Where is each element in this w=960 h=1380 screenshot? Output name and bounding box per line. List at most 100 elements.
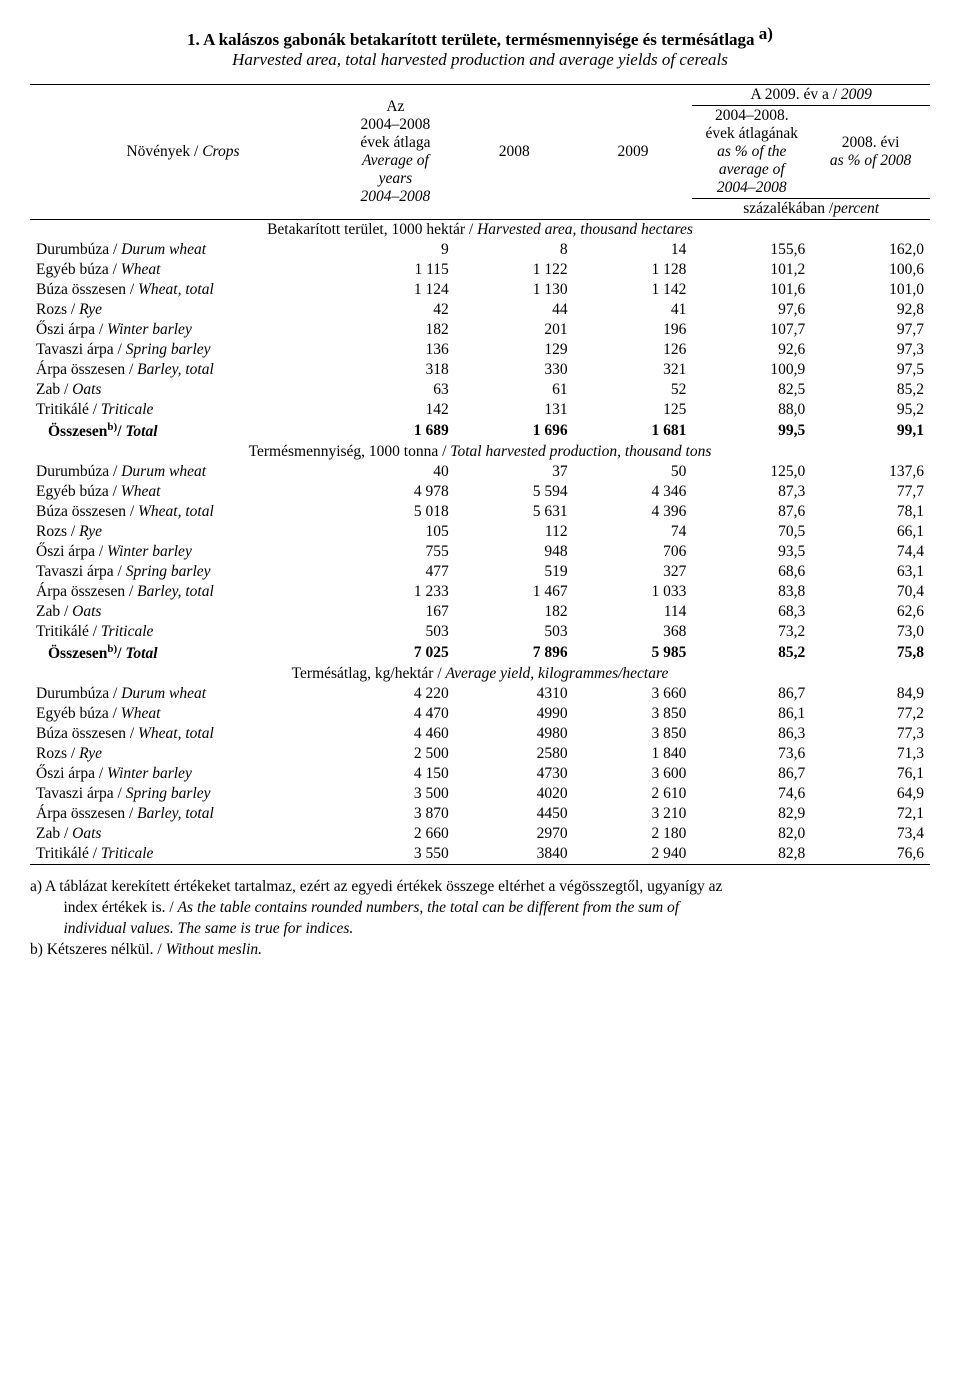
table-row: Tritikálé / Triticale3 55038402 94082,87… (30, 844, 930, 865)
table-row: Búza összesen / Wheat, total5 0185 6314 … (30, 502, 930, 522)
row-value: 503 (336, 622, 455, 642)
row-value: 64,9 (811, 784, 930, 804)
page-title: 1. A kalászos gabonák betakarított terül… (30, 24, 930, 70)
row-value: 4 978 (336, 482, 455, 502)
row-value: 82,5 (692, 380, 811, 400)
row-value: 87,6 (692, 502, 811, 522)
row-value: 201 (455, 320, 574, 340)
row-value: 105 (336, 522, 455, 542)
row-value: 1 033 (574, 582, 693, 602)
row-value: 100,9 (692, 360, 811, 380)
row-value: 42 (336, 300, 455, 320)
row-value: 77,3 (811, 724, 930, 744)
row-value: 4310 (455, 684, 574, 704)
footnotes: a) A táblázat kerekített értékeket tarta… (30, 877, 930, 961)
table-total-row: Összesenb)/ Total1 6891 6961 68199,599,1 (30, 420, 930, 442)
title-sup: a) (759, 24, 773, 43)
table-row: Tritikálé / Triticale14213112588,095,2 (30, 400, 930, 420)
row-value: 1 840 (574, 744, 693, 764)
row-label: Egyéb búza / Wheat (30, 482, 336, 502)
row-value: 3 600 (574, 764, 693, 784)
row-value: 8 (455, 240, 574, 260)
row-value: 72,1 (811, 804, 930, 824)
row-value: 97,5 (811, 360, 930, 380)
row-value: 71,3 (811, 744, 930, 764)
row-value: 125,0 (692, 462, 811, 482)
row-value: 86,7 (692, 764, 811, 784)
row-label: Rozs / Rye (30, 522, 336, 542)
row-label: Durumbúza / Durum wheat (30, 240, 336, 260)
row-value: 92,8 (811, 300, 930, 320)
row-value: 92,6 (692, 340, 811, 360)
total-value: 7 025 (336, 642, 455, 664)
row-value: 83,8 (692, 582, 811, 602)
row-value: 63 (336, 380, 455, 400)
table-row: Zab / Oats16718211468,362,6 (30, 602, 930, 622)
row-value: 52 (574, 380, 693, 400)
row-value: 41 (574, 300, 693, 320)
row-value: 93,5 (692, 542, 811, 562)
row-label: Árpa összesen / Barley, total (30, 360, 336, 380)
table-row: Tavaszi árpa / Spring barley47751932768,… (30, 562, 930, 582)
row-value: 129 (455, 340, 574, 360)
row-value: 1 124 (336, 280, 455, 300)
row-value: 167 (336, 602, 455, 622)
row-value: 4 396 (574, 502, 693, 522)
row-value: 137,6 (811, 462, 930, 482)
row-value: 3 210 (574, 804, 693, 824)
row-value: 62,6 (811, 602, 930, 622)
header-pct-2004-2008: 2004–2008. évek átlagának as % of the av… (692, 106, 811, 199)
row-value: 101,6 (692, 280, 811, 300)
table-row: Búza összesen / Wheat, total4 46049803 8… (30, 724, 930, 744)
title-main: 1. A kalászos gabonák betakarított terül… (187, 30, 755, 49)
row-value: 70,5 (692, 522, 811, 542)
table-row: Árpa összesen / Barley, total31833032110… (30, 360, 930, 380)
row-label: Őszi árpa / Winter barley (30, 542, 336, 562)
row-value: 327 (574, 562, 693, 582)
table-row: Rozs / Rye1051127470,566,1 (30, 522, 930, 542)
row-label: Árpa összesen / Barley, total (30, 582, 336, 602)
header-2009: 2009 (574, 85, 693, 220)
row-value: 4990 (455, 704, 574, 724)
row-value: 63,1 (811, 562, 930, 582)
row-value: 50 (574, 462, 693, 482)
row-value: 706 (574, 542, 693, 562)
row-value: 9 (336, 240, 455, 260)
row-value: 4 346 (574, 482, 693, 502)
row-value: 126 (574, 340, 693, 360)
row-value: 368 (574, 622, 693, 642)
row-value: 97,7 (811, 320, 930, 340)
row-value: 1 233 (336, 582, 455, 602)
row-value: 85,2 (811, 380, 930, 400)
row-value: 182 (455, 602, 574, 622)
header-pct-footer: százalékában /percent (692, 199, 930, 220)
row-value: 4450 (455, 804, 574, 824)
table-row: Durumbúza / Durum wheat4 22043103 66086,… (30, 684, 930, 704)
row-value: 136 (336, 340, 455, 360)
row-value: 100,6 (811, 260, 930, 280)
row-value: 86,3 (692, 724, 811, 744)
section-title: Termésmennyiség, 1000 tonna / Total harv… (30, 442, 930, 462)
footnote-a: a) A táblázat kerekített értékeket tarta… (30, 877, 930, 940)
row-value: 330 (455, 360, 574, 380)
table-row: Rozs / Rye42444197,692,8 (30, 300, 930, 320)
row-label: Búza összesen / Wheat, total (30, 724, 336, 744)
total-label: Összesenb)/ Total (30, 642, 336, 664)
row-value: 519 (455, 562, 574, 582)
row-value: 77,2 (811, 704, 930, 724)
row-label: Búza összesen / Wheat, total (30, 502, 336, 522)
table-row: Zab / Oats2 66029702 18082,073,4 (30, 824, 930, 844)
row-value: 1 467 (455, 582, 574, 602)
row-value: 4980 (455, 724, 574, 744)
row-value: 44 (455, 300, 574, 320)
row-label: Rozs / Rye (30, 300, 336, 320)
row-value: 86,7 (692, 684, 811, 704)
table-row: Zab / Oats63615282,585,2 (30, 380, 930, 400)
row-label: Zab / Oats (30, 380, 336, 400)
total-value: 85,2 (692, 642, 811, 664)
row-label: Tritikálé / Triticale (30, 844, 336, 865)
row-label: Zab / Oats (30, 824, 336, 844)
row-value: 5 631 (455, 502, 574, 522)
row-value: 68,6 (692, 562, 811, 582)
table-row: Durumbúza / Durum wheat403750125,0137,6 (30, 462, 930, 482)
